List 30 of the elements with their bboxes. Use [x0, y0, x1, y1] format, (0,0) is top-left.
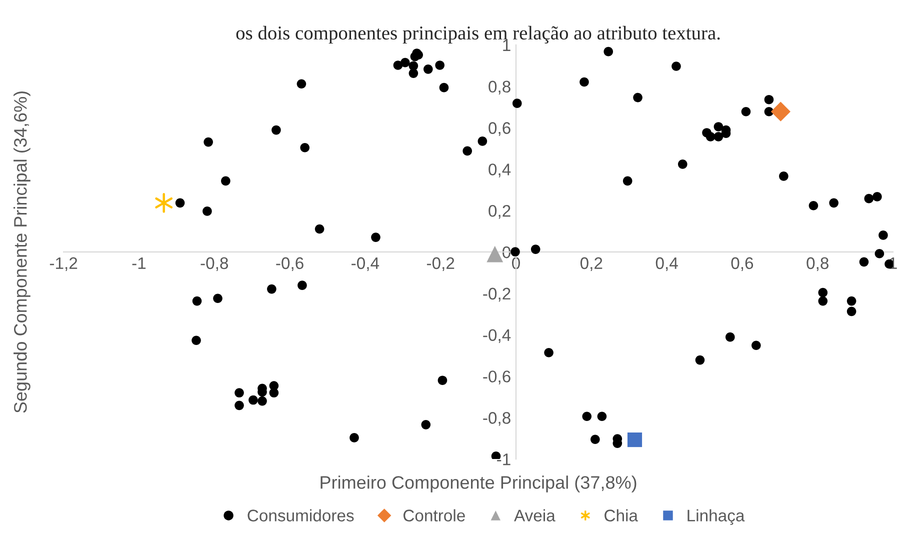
x-axis-title: Primeiro Componente Principal (37,8%) — [320, 476, 636, 492]
x-tick-label: -0,8 — [200, 257, 228, 272]
y-tick-label: 0,8 — [488, 80, 510, 95]
x-tick-label: -0,2 — [426, 257, 454, 272]
x-tick-label: 0,2 — [580, 257, 602, 272]
point — [486, 246, 504, 262]
x-tick-label: 0,8 — [806, 257, 828, 272]
x-tick-label: -0,4 — [352, 257, 380, 272]
point — [627, 432, 642, 448]
legend-label: Linhaça — [688, 509, 745, 525]
y-tick-label: -0,2 — [483, 288, 510, 302]
y-tick-label: -0,6 — [483, 370, 510, 384]
legend-label: Aveia — [514, 509, 556, 522]
point — [155, 193, 173, 213]
x-tick-label: 0,6 — [731, 257, 754, 272]
y-tick-label: 0,6 — [488, 122, 510, 136]
legend-label: Controle — [404, 509, 465, 522]
point — [770, 102, 790, 122]
y-tick-label: -1 — [497, 454, 510, 466]
legend-label: Consumidores — [248, 509, 354, 522]
x-tick-label: -1,2 — [50, 257, 78, 272]
y-tick-label: 0,2 — [488, 204, 510, 219]
x-tick-label: -0,6 — [276, 257, 304, 272]
y-tick-label: 0,4 — [488, 164, 511, 178]
y-axis-title: Segundo Componente Principal (34,6%) — [14, 92, 30, 413]
y-tick-label: -0,8 — [483, 412, 510, 426]
x-tick-label: -1 — [132, 257, 146, 269]
y-tick-label: -0,4 — [483, 329, 511, 343]
legend-label: Chia — [604, 509, 638, 522]
x-tick-label: 0,4 — [656, 257, 678, 272]
